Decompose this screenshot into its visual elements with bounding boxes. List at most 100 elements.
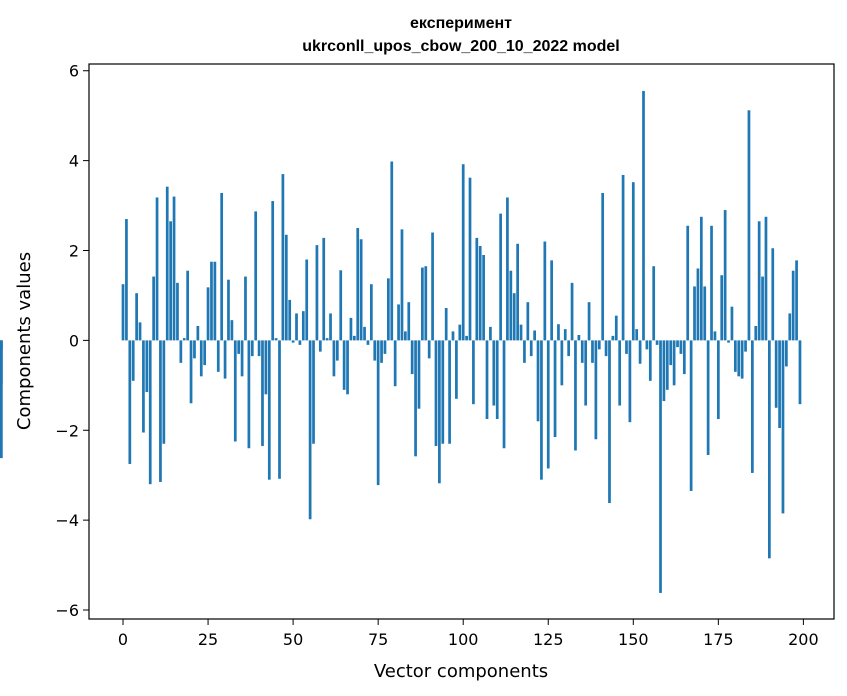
bar — [706, 340, 710, 455]
bar — [614, 315, 618, 341]
bar — [458, 324, 462, 341]
bar — [230, 320, 234, 341]
bar — [250, 340, 254, 357]
bar — [383, 340, 387, 354]
bar — [233, 340, 237, 442]
bar — [757, 221, 761, 341]
bar — [267, 340, 271, 480]
bar — [329, 313, 332, 341]
bar — [550, 260, 554, 341]
bar — [438, 340, 441, 484]
bar — [628, 340, 632, 423]
bar — [373, 340, 377, 361]
bar — [213, 261, 217, 341]
bar — [186, 270, 190, 341]
bar — [788, 313, 792, 341]
x-tick-label: 50 — [283, 630, 303, 649]
bar — [791, 270, 795, 341]
y-axis-ticks: −6 −4 −2 0 2 4 6 — [55, 62, 89, 620]
bar — [404, 331, 407, 341]
bar — [301, 311, 305, 341]
bar — [611, 335, 615, 341]
bars-group — [0, 90, 802, 593]
x-tick-label: 75 — [368, 630, 388, 649]
bar — [798, 340, 802, 405]
bar — [322, 237, 326, 341]
bar — [179, 340, 183, 363]
bar — [145, 340, 149, 393]
bar — [608, 340, 611, 504]
bar — [699, 216, 703, 341]
bar — [254, 211, 258, 341]
bar — [0, 340, 3, 459]
bar — [659, 340, 662, 593]
bar — [764, 216, 768, 341]
bar — [669, 340, 673, 366]
bar — [203, 340, 207, 366]
bar — [400, 229, 404, 341]
bar — [574, 340, 577, 451]
bar — [475, 237, 479, 341]
bar — [414, 340, 417, 457]
bar — [295, 313, 298, 341]
bar — [730, 306, 734, 341]
x-tick-label: 200 — [788, 630, 819, 649]
bar — [366, 340, 370, 345]
bar — [696, 268, 700, 341]
bar — [182, 338, 186, 341]
bar — [529, 340, 533, 357]
bar — [502, 340, 506, 449]
bar — [318, 340, 322, 352]
x-tick-label: 25 — [198, 630, 218, 649]
bar — [577, 334, 581, 341]
bar — [465, 335, 468, 341]
bar — [740, 340, 744, 379]
bar — [774, 340, 778, 408]
bar — [359, 239, 363, 341]
bar — [546, 340, 550, 469]
bar — [591, 340, 594, 363]
bar — [206, 287, 210, 341]
y-tick-label: 2 — [69, 241, 79, 260]
bar — [376, 340, 380, 486]
bar — [516, 243, 519, 341]
bar — [499, 213, 502, 341]
bar — [768, 340, 771, 559]
bar — [727, 340, 730, 343]
bar — [162, 340, 166, 444]
bar — [172, 196, 176, 341]
bar — [771, 248, 775, 341]
bar — [308, 340, 312, 520]
plot-frame — [88, 63, 835, 620]
bar — [128, 340, 132, 464]
bar — [237, 340, 241, 354]
bar — [747, 110, 751, 341]
bar — [199, 340, 203, 377]
bar — [352, 335, 356, 341]
x-axis-ticks: 0 25 50 75 100 125 150 175 200 — [118, 619, 819, 649]
bar — [342, 340, 346, 390]
bar — [560, 340, 564, 386]
chart-title: експеримент — [410, 15, 512, 32]
bar — [421, 267, 424, 341]
bar — [754, 326, 758, 341]
bar — [131, 340, 135, 381]
bar — [751, 340, 754, 473]
bar — [468, 177, 472, 341]
bar — [638, 340, 642, 364]
bar — [519, 324, 523, 341]
bar — [216, 340, 220, 372]
bar — [594, 340, 598, 440]
bar — [635, 329, 639, 341]
bar — [410, 340, 414, 375]
bar — [152, 276, 155, 341]
bar — [155, 197, 159, 341]
x-axis-label: Vector components — [374, 661, 548, 682]
bar — [553, 340, 557, 437]
bar — [332, 340, 336, 377]
bar — [597, 340, 601, 350]
bar — [536, 340, 540, 422]
bar — [631, 182, 635, 341]
bar — [390, 161, 394, 341]
bar — [723, 210, 727, 341]
